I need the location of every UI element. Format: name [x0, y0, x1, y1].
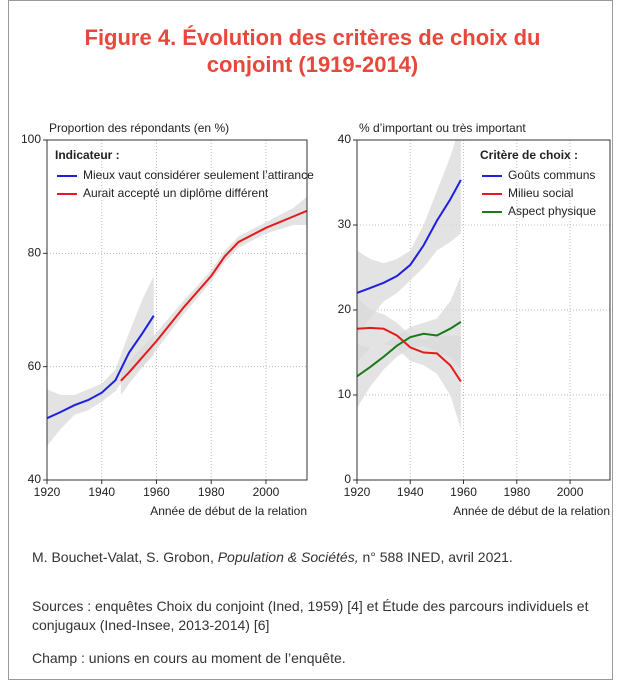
x-tick-label: 2000 — [253, 485, 280, 499]
confidence-band — [357, 276, 461, 408]
legend-title: Indicateur : — [55, 148, 120, 162]
legend-label: Aspect physique — [508, 204, 596, 218]
y-tick-label: 60 — [28, 359, 42, 373]
series-line — [120, 209, 307, 382]
figure-title: Figure 4. Évolution des critères de choi… — [84, 25, 541, 77]
journal: Population & Sociétés, — [217, 549, 359, 565]
plot-frame — [46, 139, 308, 481]
legend-title: Critère de choix : — [480, 148, 578, 162]
x-tick-label: 1960 — [450, 485, 477, 499]
confidence-band — [357, 140, 461, 336]
y-tick-label: 20 — [338, 302, 352, 316]
series-line — [357, 321, 462, 378]
x-tick-label: 1920 — [344, 485, 371, 499]
sources: Sources : enquêtes Choix du conjoint (In… — [32, 598, 589, 633]
authors: M. Bouchet-Valat, S. Grobon, — [32, 549, 218, 565]
legend-label: Aurait accepté un diplôme différent — [83, 186, 269, 200]
series-line — [357, 179, 462, 294]
x-tick-label: 1980 — [198, 485, 225, 499]
y-tick-label: 40 — [338, 132, 352, 146]
x-tick-label: 1920 — [34, 485, 61, 499]
confidence-band — [47, 276, 154, 446]
confidence-band — [120, 196, 307, 395]
legend-label: Goûts communs — [508, 168, 595, 182]
x-tick-label: 2000 — [557, 485, 584, 499]
x-tick-label: 1940 — [397, 485, 424, 499]
issue: n° 588 INED, avril 2021. — [358, 549, 513, 565]
y-axis-label: Proportion des répondants (en %) — [49, 121, 229, 135]
y-tick-label: 100 — [21, 132, 41, 146]
plot-area — [47, 196, 307, 446]
x-axis-label: Année de début de la relation — [150, 504, 307, 518]
y-tick-label: 0 — [344, 472, 351, 486]
series-line — [47, 315, 155, 420]
confidence-band — [357, 297, 461, 429]
x-axis-label: Année de début de la relation — [453, 504, 610, 518]
y-tick-label: 30 — [338, 217, 352, 231]
y-axis-label: % d’important ou très important — [359, 121, 526, 135]
series-line — [357, 326, 462, 382]
citation: M. Bouchet-Valat, S. Grobon, Population … — [32, 549, 513, 565]
champ: Champ : unions en cours au moment de l’e… — [32, 650, 346, 666]
y-tick-label: 40 — [28, 472, 42, 486]
x-tick-label: 1940 — [88, 485, 115, 499]
y-tick-label: 80 — [28, 246, 42, 260]
legend-label: Mieux vaut considérer seulement l’attira… — [83, 168, 314, 182]
x-tick-label: 1980 — [503, 485, 530, 499]
x-tick-label: 1960 — [143, 485, 170, 499]
legend-label: Milieu social — [508, 186, 573, 200]
figure-frame — [8, 0, 613, 680]
plot-area — [357, 140, 462, 429]
y-tick-label: 10 — [338, 387, 352, 401]
